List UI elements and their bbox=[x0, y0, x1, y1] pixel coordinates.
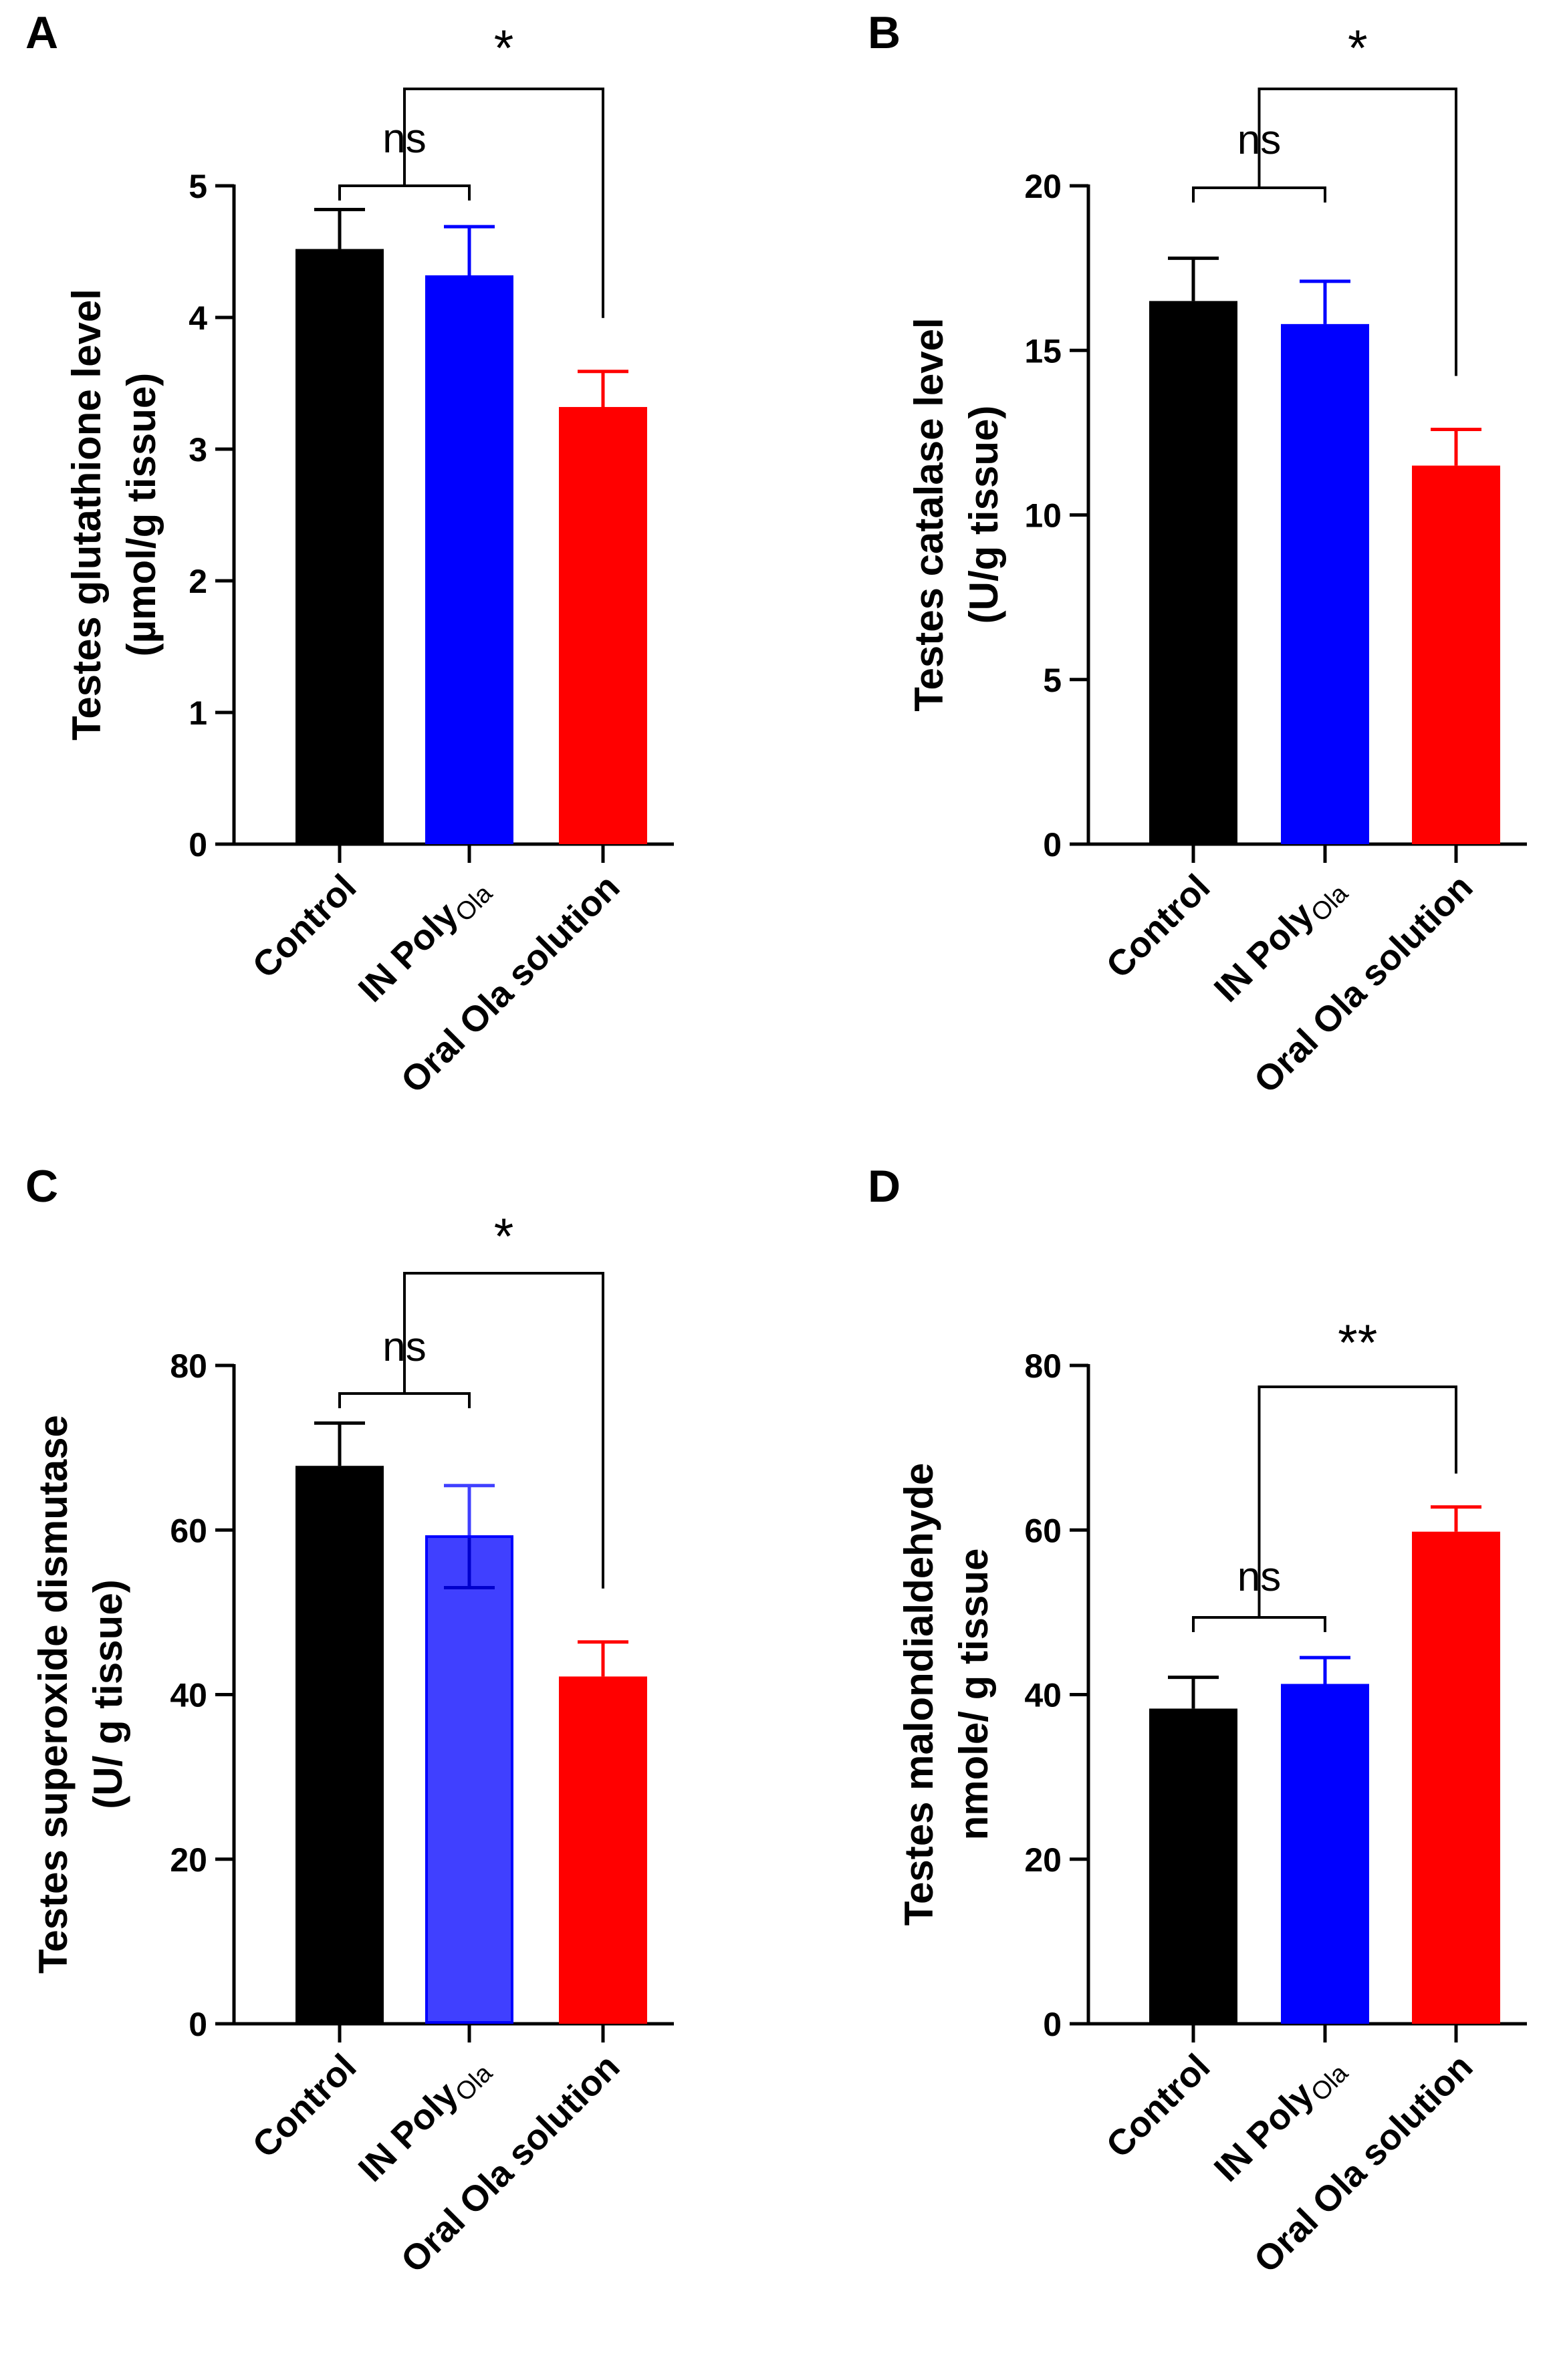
bar bbox=[559, 1676, 647, 2024]
y-axis-label: nmole/ g tissue bbox=[951, 1549, 996, 1841]
y-tick-label: 0 bbox=[189, 2006, 207, 2043]
y-tick-label: 0 bbox=[1043, 826, 1062, 864]
bar bbox=[425, 275, 513, 845]
significance-label-star: * bbox=[494, 20, 514, 77]
panel-letter: B bbox=[868, 7, 901, 58]
significance-bracket-star bbox=[403, 1272, 604, 1589]
bar bbox=[1412, 1531, 1500, 2024]
y-axis-label: (U/ g tissue) bbox=[86, 1579, 130, 1809]
y-axis-label: Testes superoxide dismutase bbox=[31, 1415, 76, 1974]
y-tick-label: 0 bbox=[1043, 2006, 1062, 2043]
bar bbox=[1281, 1684, 1369, 2024]
y-tick-label: 5 bbox=[189, 168, 207, 205]
bar bbox=[1149, 301, 1237, 844]
significance-bracket-star bbox=[1258, 88, 1457, 376]
y-axis-label: Testes malondialdehyde bbox=[896, 1463, 941, 1926]
y-tick-label: 60 bbox=[1024, 1512, 1062, 1549]
y-tick-label: 40 bbox=[170, 1677, 207, 1714]
y-tick-label: 60 bbox=[170, 1512, 207, 1549]
panel-letter: C bbox=[25, 1161, 58, 1212]
y-axis-label: Testes catalase level bbox=[907, 317, 951, 711]
y-tick-label: 1 bbox=[189, 694, 207, 732]
y-axis-label: (µmol/g tissue) bbox=[119, 373, 164, 657]
bar bbox=[1149, 1708, 1237, 2024]
bar bbox=[1281, 323, 1369, 845]
chart-panel-d: D Testes malondialdehyde nmole/ g tissue 0 2… bbox=[868, 1161, 1527, 2280]
y-tick-label: 0 bbox=[189, 826, 207, 864]
panel-letter: D bbox=[868, 1161, 901, 1212]
significance-bracket-star bbox=[1258, 1385, 1457, 1617]
bar-outline bbox=[425, 1535, 513, 2024]
significance-label-star: ** bbox=[1338, 1315, 1377, 1371]
significance-label-star: * bbox=[494, 1208, 514, 1265]
bar bbox=[295, 249, 384, 844]
significance-label-star: * bbox=[1348, 20, 1368, 77]
y-tick-label: 20 bbox=[170, 1841, 207, 1879]
y-tick-label: 4 bbox=[189, 299, 207, 337]
y-tick-label: 15 bbox=[1024, 332, 1062, 370]
panel-letter: A bbox=[25, 7, 58, 58]
y-tick-label: 80 bbox=[1024, 1347, 1062, 1385]
y-tick-label: 80 bbox=[170, 1347, 207, 1385]
bar bbox=[295, 1466, 384, 2024]
y-tick-label: 40 bbox=[1024, 1677, 1062, 1714]
y-tick-label: 3 bbox=[189, 431, 207, 469]
y-tick-label: 2 bbox=[189, 563, 207, 600]
y-tick-label: 10 bbox=[1024, 497, 1062, 535]
bar bbox=[559, 406, 647, 844]
y-axis-label: Testes glutathione level bbox=[64, 289, 109, 741]
y-tick-label: 5 bbox=[1043, 662, 1062, 699]
bar bbox=[1412, 465, 1500, 844]
y-tick-label: 20 bbox=[1024, 168, 1062, 205]
significance-bracket-star bbox=[403, 88, 604, 318]
y-axis-label: (U/g tissue) bbox=[961, 406, 1006, 624]
y-tick-label: 20 bbox=[1024, 1841, 1062, 1879]
bar bbox=[425, 1537, 513, 2024]
